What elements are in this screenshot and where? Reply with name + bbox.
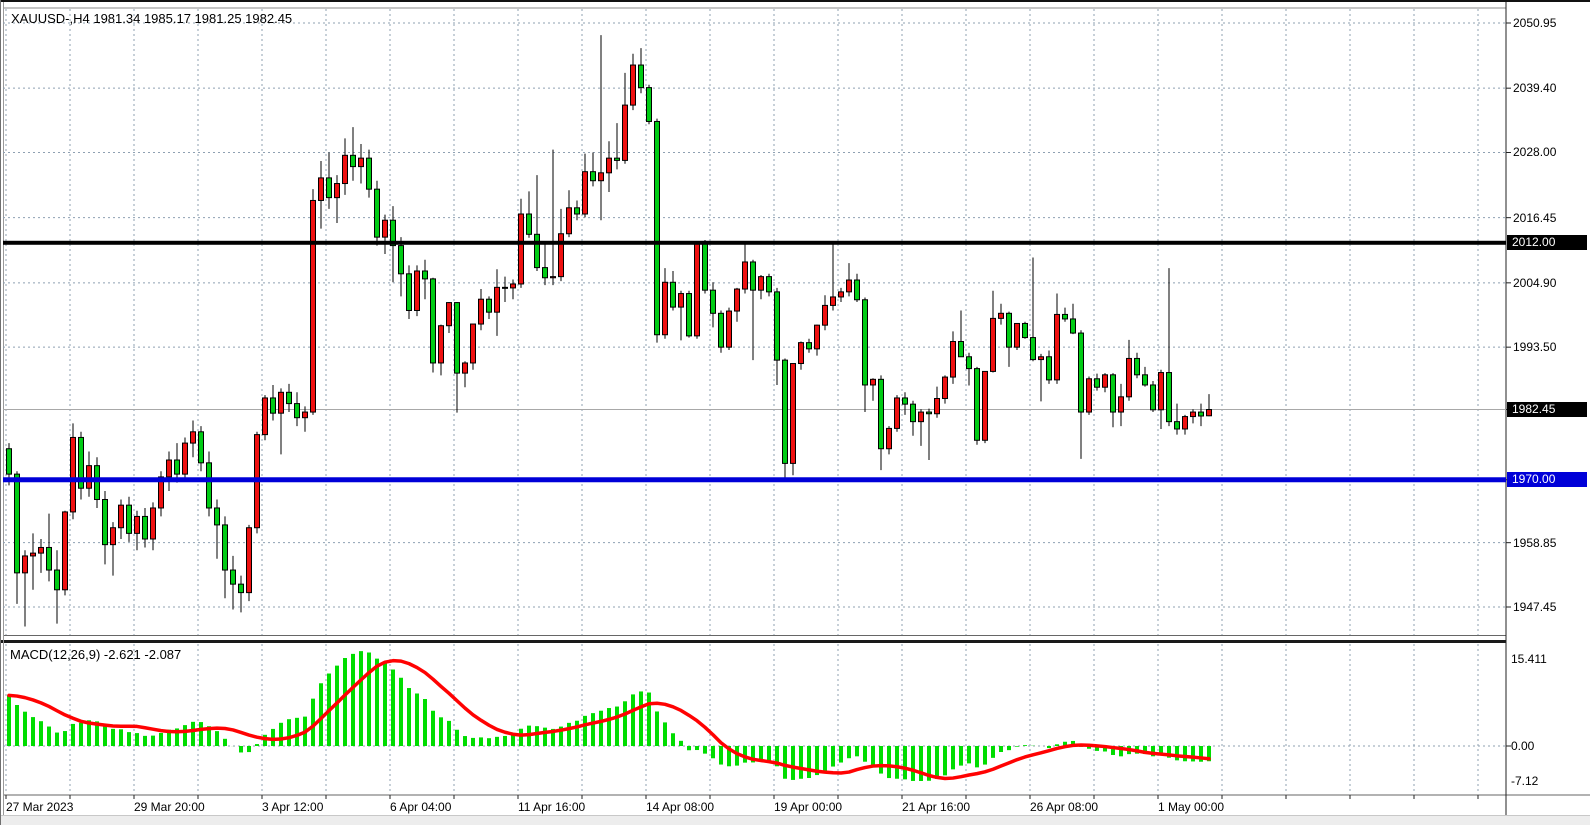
price-axis-label: 2004.90 <box>1513 275 1557 290</box>
time-axis-label: 11 Apr 16:00 <box>518 800 586 814</box>
time-axis-label: 21 Apr 16:00 <box>902 800 971 814</box>
macd-axis-label: 0.00 <box>1511 739 1535 753</box>
time-axis-label: 26 Apr 08:00 <box>1030 800 1099 814</box>
time-axis-label: 19 Apr 00:00 <box>774 800 843 814</box>
price-axis-label: 1947.45 <box>1513 599 1557 614</box>
window-top-border <box>1 0 1590 2</box>
price-axis-label: 2016.45 <box>1513 210 1557 225</box>
time-axis-label: 29 Mar 20:00 <box>134 800 205 814</box>
time-axis-label: 27 Mar 2023 <box>6 800 74 814</box>
time-axis-label: 6 Apr 04:00 <box>390 800 452 814</box>
time-axis-label: 14 Apr 08:00 <box>646 800 715 814</box>
price-axis-label: 2028.00 <box>1513 145 1557 160</box>
price-badge-2012.00: 2012.00 <box>1507 235 1587 251</box>
time-axis-label: 1 May 00:00 <box>1158 800 1225 814</box>
price-axis-label: 1993.50 <box>1513 340 1557 355</box>
price-axis-label: 1958.85 <box>1513 535 1557 550</box>
macd-axis-label: 15.411 <box>1511 652 1547 666</box>
time-axis-label: 3 Apr 12:00 <box>262 800 324 814</box>
price-badge-1970.00: 1970.00 <box>1507 472 1587 488</box>
chart-title-ohlc: XAUUSD-,H4 1981.34 1985.17 1981.25 1982.… <box>11 11 293 26</box>
price-axis-label: 2039.40 <box>1513 81 1557 96</box>
price-badge-1982.45: 1982.45 <box>1507 402 1587 417</box>
macd-indicator-label: MACD(12,26,9) -2.621 -2.087 <box>10 647 182 662</box>
macd-axis-label: -7.12 <box>1511 774 1539 788</box>
macd-signal-line <box>7 658 1211 781</box>
status-bar <box>1 815 1590 825</box>
price-axis-label: 2050.95 <box>1513 16 1557 30</box>
candles <box>6 35 1212 627</box>
